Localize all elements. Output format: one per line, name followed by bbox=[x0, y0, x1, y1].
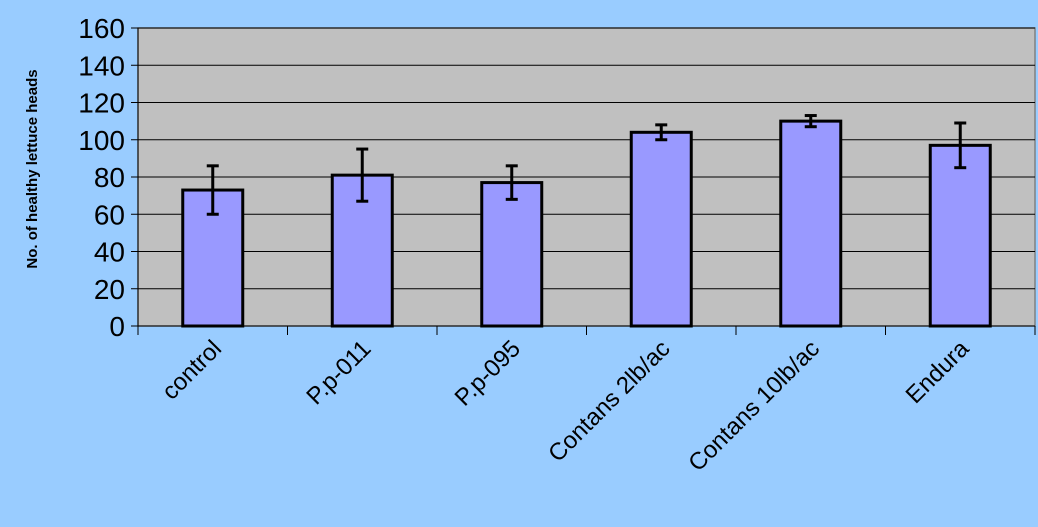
bar-contans-2lb-ac bbox=[629, 130, 693, 328]
x-tick-label: Endura bbox=[901, 335, 975, 409]
error-bar bbox=[954, 121, 967, 170]
y-tick-label: 140 bbox=[78, 50, 125, 81]
error-bar bbox=[356, 147, 369, 203]
error-bars bbox=[206, 114, 967, 216]
x-tick-label: Contans 2lb/ac bbox=[543, 335, 675, 467]
y-tick-label: 0 bbox=[109, 311, 125, 342]
y-tick-label: 60 bbox=[94, 199, 125, 230]
y-tick-label: 120 bbox=[78, 88, 125, 119]
bar-p-p-095 bbox=[480, 181, 544, 328]
x-tick-label: P.p-095 bbox=[450, 335, 526, 411]
y-tick-label: 40 bbox=[94, 237, 125, 268]
x-tick-label: Contans 10lb/ac bbox=[683, 335, 825, 477]
x-tick-labels: control P.p-011 P.p-095 Contans 2lb/ac Conta… bbox=[157, 335, 975, 477]
y-tick-labels: 0 20 40 60 80 100 120 140 160 bbox=[78, 13, 125, 342]
y-tick-label: 100 bbox=[78, 125, 125, 156]
y-tick-label: 80 bbox=[94, 162, 125, 193]
bar-endura bbox=[928, 143, 992, 328]
y-tick-label: 160 bbox=[78, 13, 125, 44]
bar-contans-10lb-ac bbox=[779, 119, 843, 328]
error-bar bbox=[655, 123, 668, 142]
gridlines bbox=[138, 27, 1035, 290]
error-bar bbox=[505, 164, 518, 201]
x-tick-label: P.p-011 bbox=[301, 335, 376, 410]
error-bar bbox=[206, 164, 219, 216]
axes bbox=[131, 27, 1036, 335]
y-axis-title: No. of healthy lettuce heads bbox=[24, 69, 41, 268]
y-tick-label: 20 bbox=[94, 274, 125, 305]
error-bar bbox=[804, 114, 817, 129]
x-tick-label: control bbox=[157, 335, 227, 405]
